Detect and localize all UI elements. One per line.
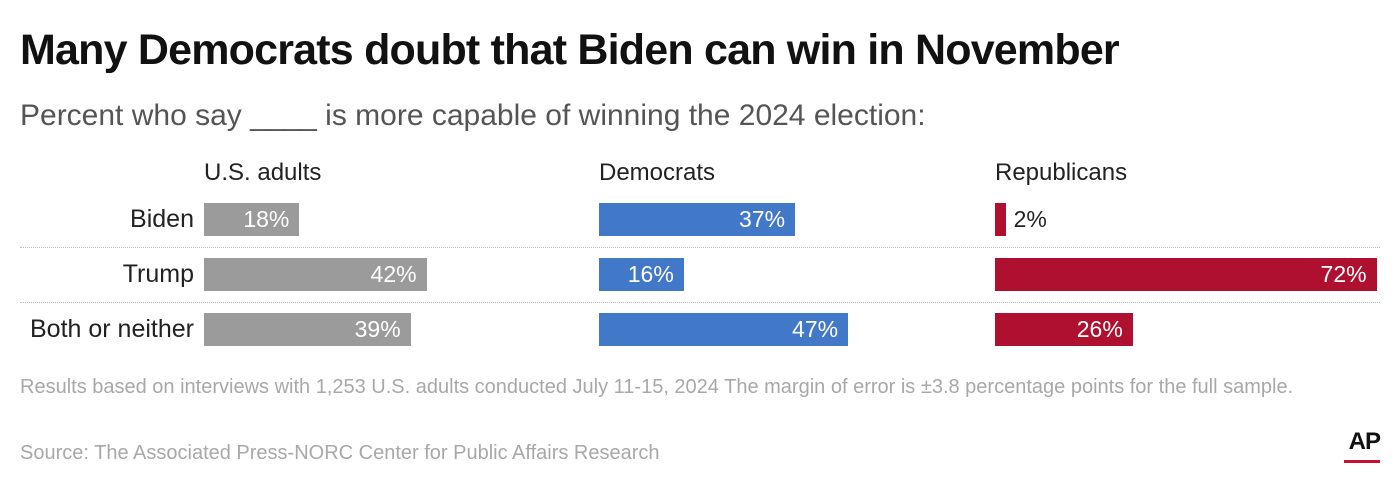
- chart-title: Many Democrats doubt that Biden can win …: [20, 26, 1120, 74]
- bar: [204, 258, 427, 291]
- chart-subtitle: Percent who say ____ is more capable of …: [20, 99, 926, 132]
- ap-logo-underline: [1344, 460, 1380, 463]
- bar-value-label: 16%: [627, 261, 674, 287]
- bar: [995, 203, 1006, 236]
- bar: [204, 313, 411, 346]
- bar: [204, 203, 300, 236]
- bar-value-label: 37%: [739, 206, 786, 232]
- bar: [995, 258, 1377, 291]
- source-text: Source: The Associated Press-NORC Center…: [20, 442, 660, 464]
- row-label-both-or-neither: Both or neither: [30, 315, 194, 343]
- panel-label-u-s-adults: U.S. adults: [204, 159, 322, 186]
- row-label-biden: Biden: [130, 205, 194, 233]
- bar-value-label: 39%: [354, 316, 401, 342]
- row-divider: [20, 247, 1380, 248]
- panel-label-republicans: Republicans: [995, 159, 1128, 186]
- bar-value-label: 26%: [1076, 316, 1123, 342]
- row-label-trump: Trump: [122, 260, 194, 288]
- ap-logo: AP: [1348, 428, 1381, 455]
- bar-value-label: 72%: [1320, 261, 1367, 287]
- bar-value-label: 2%: [1013, 206, 1047, 232]
- bar-value-label: 47%: [792, 316, 839, 342]
- bar: [599, 313, 849, 346]
- bar-value-label: 42%: [370, 261, 417, 287]
- bar: [599, 258, 684, 291]
- bar: [995, 313, 1133, 346]
- bar-value-label: 18%: [243, 206, 290, 232]
- panel-label-democrats: Democrats: [599, 159, 716, 186]
- methodology-note: Results based on interviews with 1,253 U…: [20, 376, 1294, 398]
- row-divider: [20, 302, 1380, 303]
- bar: [599, 203, 796, 236]
